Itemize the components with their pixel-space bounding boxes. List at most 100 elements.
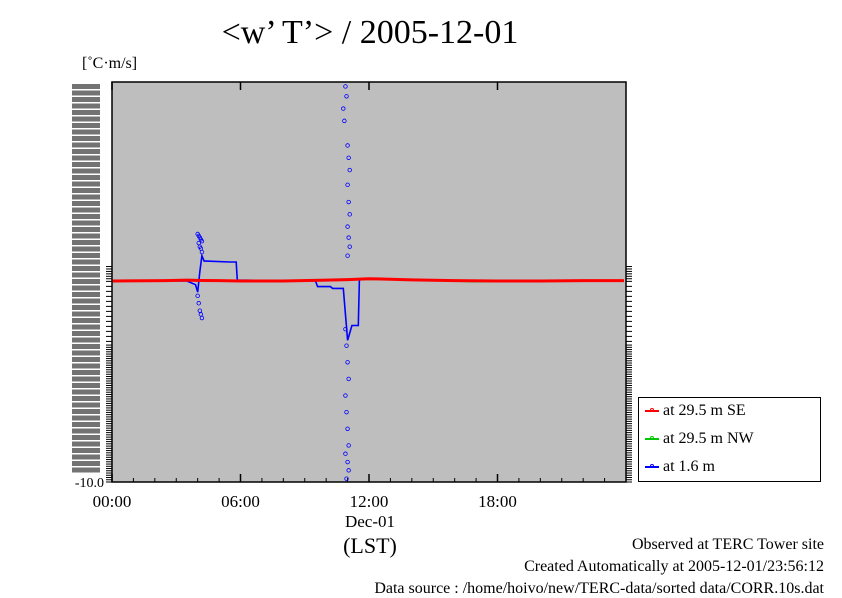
scatter-point [341, 106, 346, 111]
y-tick-label-smear [72, 337, 100, 343]
scatter-point [343, 393, 348, 398]
y-tick-label-smear [72, 240, 100, 245]
legend: at 29.5 m SE at 29.5 m NW at 1.6 m [638, 397, 821, 482]
x-axis-date-label: Dec-01 [344, 512, 396, 531]
y-tick-label-smear [72, 389, 100, 395]
y-tick-label-smear [72, 220, 100, 226]
scatter-point [347, 212, 352, 217]
scatter-point [345, 360, 350, 365]
y-tick-label-smear [72, 142, 100, 148]
y-tick-label-smear [72, 162, 100, 167]
footer-source: Data source : /home/hoivo/new/TERC-data/… [374, 580, 824, 597]
scatter-point [199, 239, 205, 244]
y-tick-label-smear [72, 201, 100, 206]
y-tick-label-smear [72, 97, 100, 102]
footer-created: Created Automatically at 2005-12-01/23:5… [524, 558, 824, 575]
x-tick-label: 12:00 [350, 492, 389, 511]
y-tick-label-smear [72, 285, 100, 291]
series-lines [111, 252, 624, 341]
y-tick-label-smear [72, 402, 100, 408]
y-tick-label-smear [72, 233, 100, 239]
y-tick-label-smear [72, 298, 100, 304]
y-tick-label-smear [72, 311, 100, 317]
y-tick-label-smear [72, 175, 100, 180]
y-tick-label-smear [72, 428, 100, 434]
scatter-point [346, 468, 351, 473]
series-line-0 [111, 277, 624, 283]
y-tick-label-smear [72, 116, 100, 122]
legend-item-nw: at 29.5 m NW [645, 430, 754, 450]
y-tick-label-smear [72, 168, 100, 174]
scatter-point [344, 94, 349, 99]
y-tick-label-smear [72, 467, 100, 473]
scatter-point [196, 301, 201, 306]
scatter-point [345, 224, 350, 229]
scatter-point [345, 253, 350, 258]
y-tick-label-smear [72, 181, 100, 187]
y-tick-label-smear [72, 246, 100, 252]
scatter-point [346, 199, 351, 205]
scatter-point [346, 376, 351, 382]
x-axis-label: (LST) [343, 533, 397, 558]
y-tick-label-smear [72, 357, 100, 362]
y-tick-label: -10.0 [75, 476, 104, 491]
x-tick-label: 18:00 [478, 492, 517, 511]
scatter-point [345, 182, 350, 188]
y-tick-label-smear [72, 90, 100, 96]
y-tick-label-smear [72, 461, 100, 466]
plot-frame [111, 81, 627, 483]
series-line-2 [112, 252, 624, 341]
y-tick-label-smear [72, 318, 100, 323]
y-tick-label-smear [72, 305, 100, 310]
y-tick-label-smear [72, 155, 100, 161]
y-tick-label-smear [72, 415, 100, 421]
y-tick-label-smear [72, 279, 100, 284]
y-tick-label-smear [72, 136, 100, 141]
scatter-point [199, 315, 205, 321]
scatter-point [345, 426, 350, 431]
legend-swatch-se [645, 408, 659, 413]
y-tick-label-smear [72, 207, 100, 213]
legend-item-se: at 29.5 m SE [645, 402, 746, 422]
chart-title: <w’ T’> / 2005-12-01 [221, 14, 519, 51]
y-axis-ticks: -10.0 [72, 84, 632, 491]
scatter-point [346, 235, 351, 240]
y-tick-label-smear [72, 396, 100, 401]
y-tick-label-smear [72, 363, 100, 369]
y-tick-label-smear [72, 448, 100, 453]
y-tick-label-smear [72, 350, 100, 356]
legend-label-se: at 29.5 m SE [663, 402, 746, 419]
y-tick-label-smear [72, 110, 100, 115]
legend-label-low: at 1.6 m [663, 458, 715, 475]
y-tick-label-smear [72, 324, 100, 330]
scatter-point [346, 443, 351, 448]
y-tick-label-smear [72, 123, 100, 128]
y-tick-label-smear [72, 435, 100, 440]
x-tick-label: 00:00 [93, 492, 132, 511]
y-axis-unit-label: [˚C·m/s] [82, 55, 138, 72]
scatter-point [346, 155, 351, 160]
y-tick-label-smear [72, 259, 100, 265]
y-tick-label-smear [72, 376, 100, 382]
y-tick-label-smear [72, 344, 100, 349]
scatter-point [342, 118, 347, 124]
y-tick-label-smear [72, 422, 100, 427]
scatter-point [347, 244, 352, 249]
scatter-point [343, 84, 348, 89]
y-tick-label-smear [72, 194, 100, 200]
scatter-point [343, 451, 348, 456]
legend-label-nw: at 29.5 m NW [663, 430, 754, 447]
y-tick-label-smear [72, 292, 100, 297]
legend-item-low: at 1.6 m [645, 458, 715, 478]
y-tick-label-smear [72, 441, 100, 447]
y-tick-label-smear [72, 84, 100, 89]
scatter-point [345, 143, 350, 148]
y-tick-label-smear [72, 188, 100, 193]
scatter-point [199, 249, 205, 255]
scatter-point [344, 343, 349, 348]
y-tick-label-smear [72, 454, 100, 460]
x-tick-label: 06:00 [221, 492, 260, 511]
y-tick-label-smear [72, 149, 100, 154]
scatter-point [345, 459, 350, 465]
